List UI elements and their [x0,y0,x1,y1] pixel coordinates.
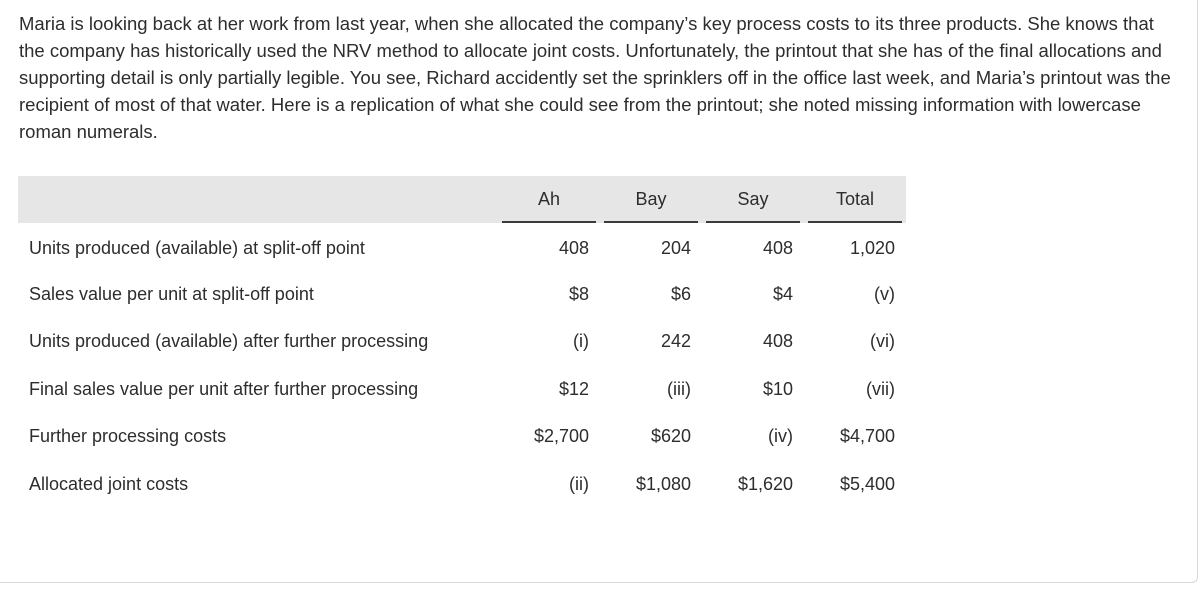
table-header-row: Ah Bay Say Total [18,176,906,223]
cell-ah: (ii) [569,473,589,494]
header-ah-label: Ah [537,189,561,209]
cell-total: 1,020 [849,238,895,259]
cell-bay: $1,080 [635,473,691,494]
table-row: Final sales value per unit after further… [18,366,906,414]
cell-bay: $6 [670,283,691,304]
cell-total: (v) [874,283,895,304]
cell-total: (vii) [866,378,895,399]
row-label: Further processing costs [29,426,227,447]
table-row: Further processing costs $2,700 $620 (iv… [18,413,906,461]
header-ah: Ah [498,176,600,223]
cell-bay: 204 [660,238,691,259]
header-bay: Bay [600,176,702,223]
header-say-label: Say [737,189,769,209]
table-row: Sales value per unit at split-off point … [18,271,906,319]
header-total: Total [804,176,906,223]
cell-bay: $620 [650,426,691,447]
cell-say: $4 [772,283,793,304]
cell-ah: $12 [558,378,589,399]
row-label: Allocated joint costs [29,473,189,494]
header-bay-label: Bay [635,189,667,209]
cell-say: 408 [762,238,793,259]
header-total-label: Total [835,189,875,209]
cell-say: 408 [762,331,793,352]
row-label: Units produced (available) at split-off … [29,238,365,259]
cell-say: (iv) [768,426,793,447]
cell-say: $10 [762,378,793,399]
problem-statement: Maria is looking back at her work from l… [19,13,1171,142]
table-row: Units produced (available) after further… [18,318,906,366]
cell-ah: 408 [558,238,589,259]
cell-ah: $8 [568,283,589,304]
table-row: Units produced (available) at split-off … [18,223,906,271]
cell-bay: (iii) [667,378,691,399]
table-row: Allocated joint costs (ii) $1,080 $1,620… [18,461,906,509]
cell-say: $1,620 [737,473,793,494]
cell-total: $5,400 [839,473,895,494]
row-label: Sales value per unit at split-off point [29,283,314,304]
header-say: Say [702,176,804,223]
row-label: Units produced (available) after further… [29,331,429,352]
cell-total: (vi) [870,331,895,352]
header-blank-cell [18,176,498,223]
cost-allocation-table: Ah Bay Say Total Units produced (availab… [18,176,906,508]
question-card: Maria is looking back at her work from l… [0,0,1198,583]
row-label: Final sales value per unit after further… [29,378,419,399]
cell-ah: $2,700 [533,426,589,447]
cell-bay: 242 [660,331,691,352]
cell-ah: (i) [573,331,589,352]
cell-total: $4,700 [839,426,895,447]
